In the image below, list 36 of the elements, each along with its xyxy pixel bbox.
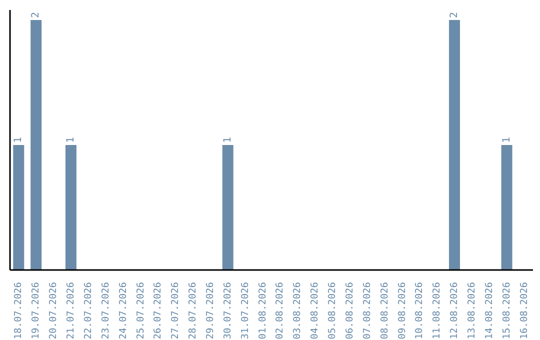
x-tick-label: 16.08.2026: [518, 282, 530, 340]
x-tick-label: 20.07.2026: [48, 282, 60, 340]
x-tick-label: 01.08.2026: [257, 282, 268, 340]
x-tick-label: 13.08.2026: [466, 282, 478, 340]
x-tick-label: 23.07.2026: [100, 282, 112, 340]
x-tick-label: 15.08.2026: [501, 282, 512, 340]
x-tick-label: 24.07.2026: [118, 282, 129, 340]
x-tick-label: 04.08.2026: [310, 282, 321, 340]
x-tick-label: 06.08.2026: [344, 282, 356, 340]
x-tick-label: 07.08.2026: [362, 282, 373, 340]
x-tick-label: 09.08.2026: [396, 282, 408, 340]
x-tick-label: 11.08.2026: [432, 282, 443, 340]
x-tick-label: 21.07.2026: [66, 282, 77, 340]
x-tick-label: 10.08.2026: [414, 282, 426, 340]
data-label: 1: [222, 136, 234, 143]
data-label: 1: [65, 136, 76, 143]
x-tick-label: 14.08.2026: [484, 282, 495, 340]
x-tick-label: 31.07.2026: [240, 282, 251, 340]
x-tick-label: 30.07.2026: [222, 282, 234, 340]
x-tick-label: 26.07.2026: [152, 282, 164, 340]
x-tick-label: 28.07.2026: [188, 282, 199, 340]
data-label: 2: [448, 12, 460, 18]
x-tick-label: 18.07.2026: [13, 282, 24, 340]
x-tick-label: 12.08.2026: [449, 282, 460, 340]
data-label: 1: [501, 136, 512, 143]
x-tick-label: 29.07.2026: [204, 282, 216, 340]
x-tick-label: 22.07.2026: [82, 282, 94, 340]
x-tick-label: 08.08.2026: [379, 282, 390, 340]
x-tick-label: 02.08.2026: [274, 282, 286, 340]
x-tick-label: 05.08.2026: [327, 282, 338, 340]
x-tick-label: 27.07.2026: [170, 282, 182, 340]
x-tick-label: 03.08.2026: [292, 282, 304, 340]
data-label: 2: [30, 12, 42, 18]
data-label: 1: [13, 136, 24, 143]
x-tick-label: 19.07.2026: [30, 282, 42, 340]
x-tick-label: 25.07.2026: [135, 282, 146, 340]
